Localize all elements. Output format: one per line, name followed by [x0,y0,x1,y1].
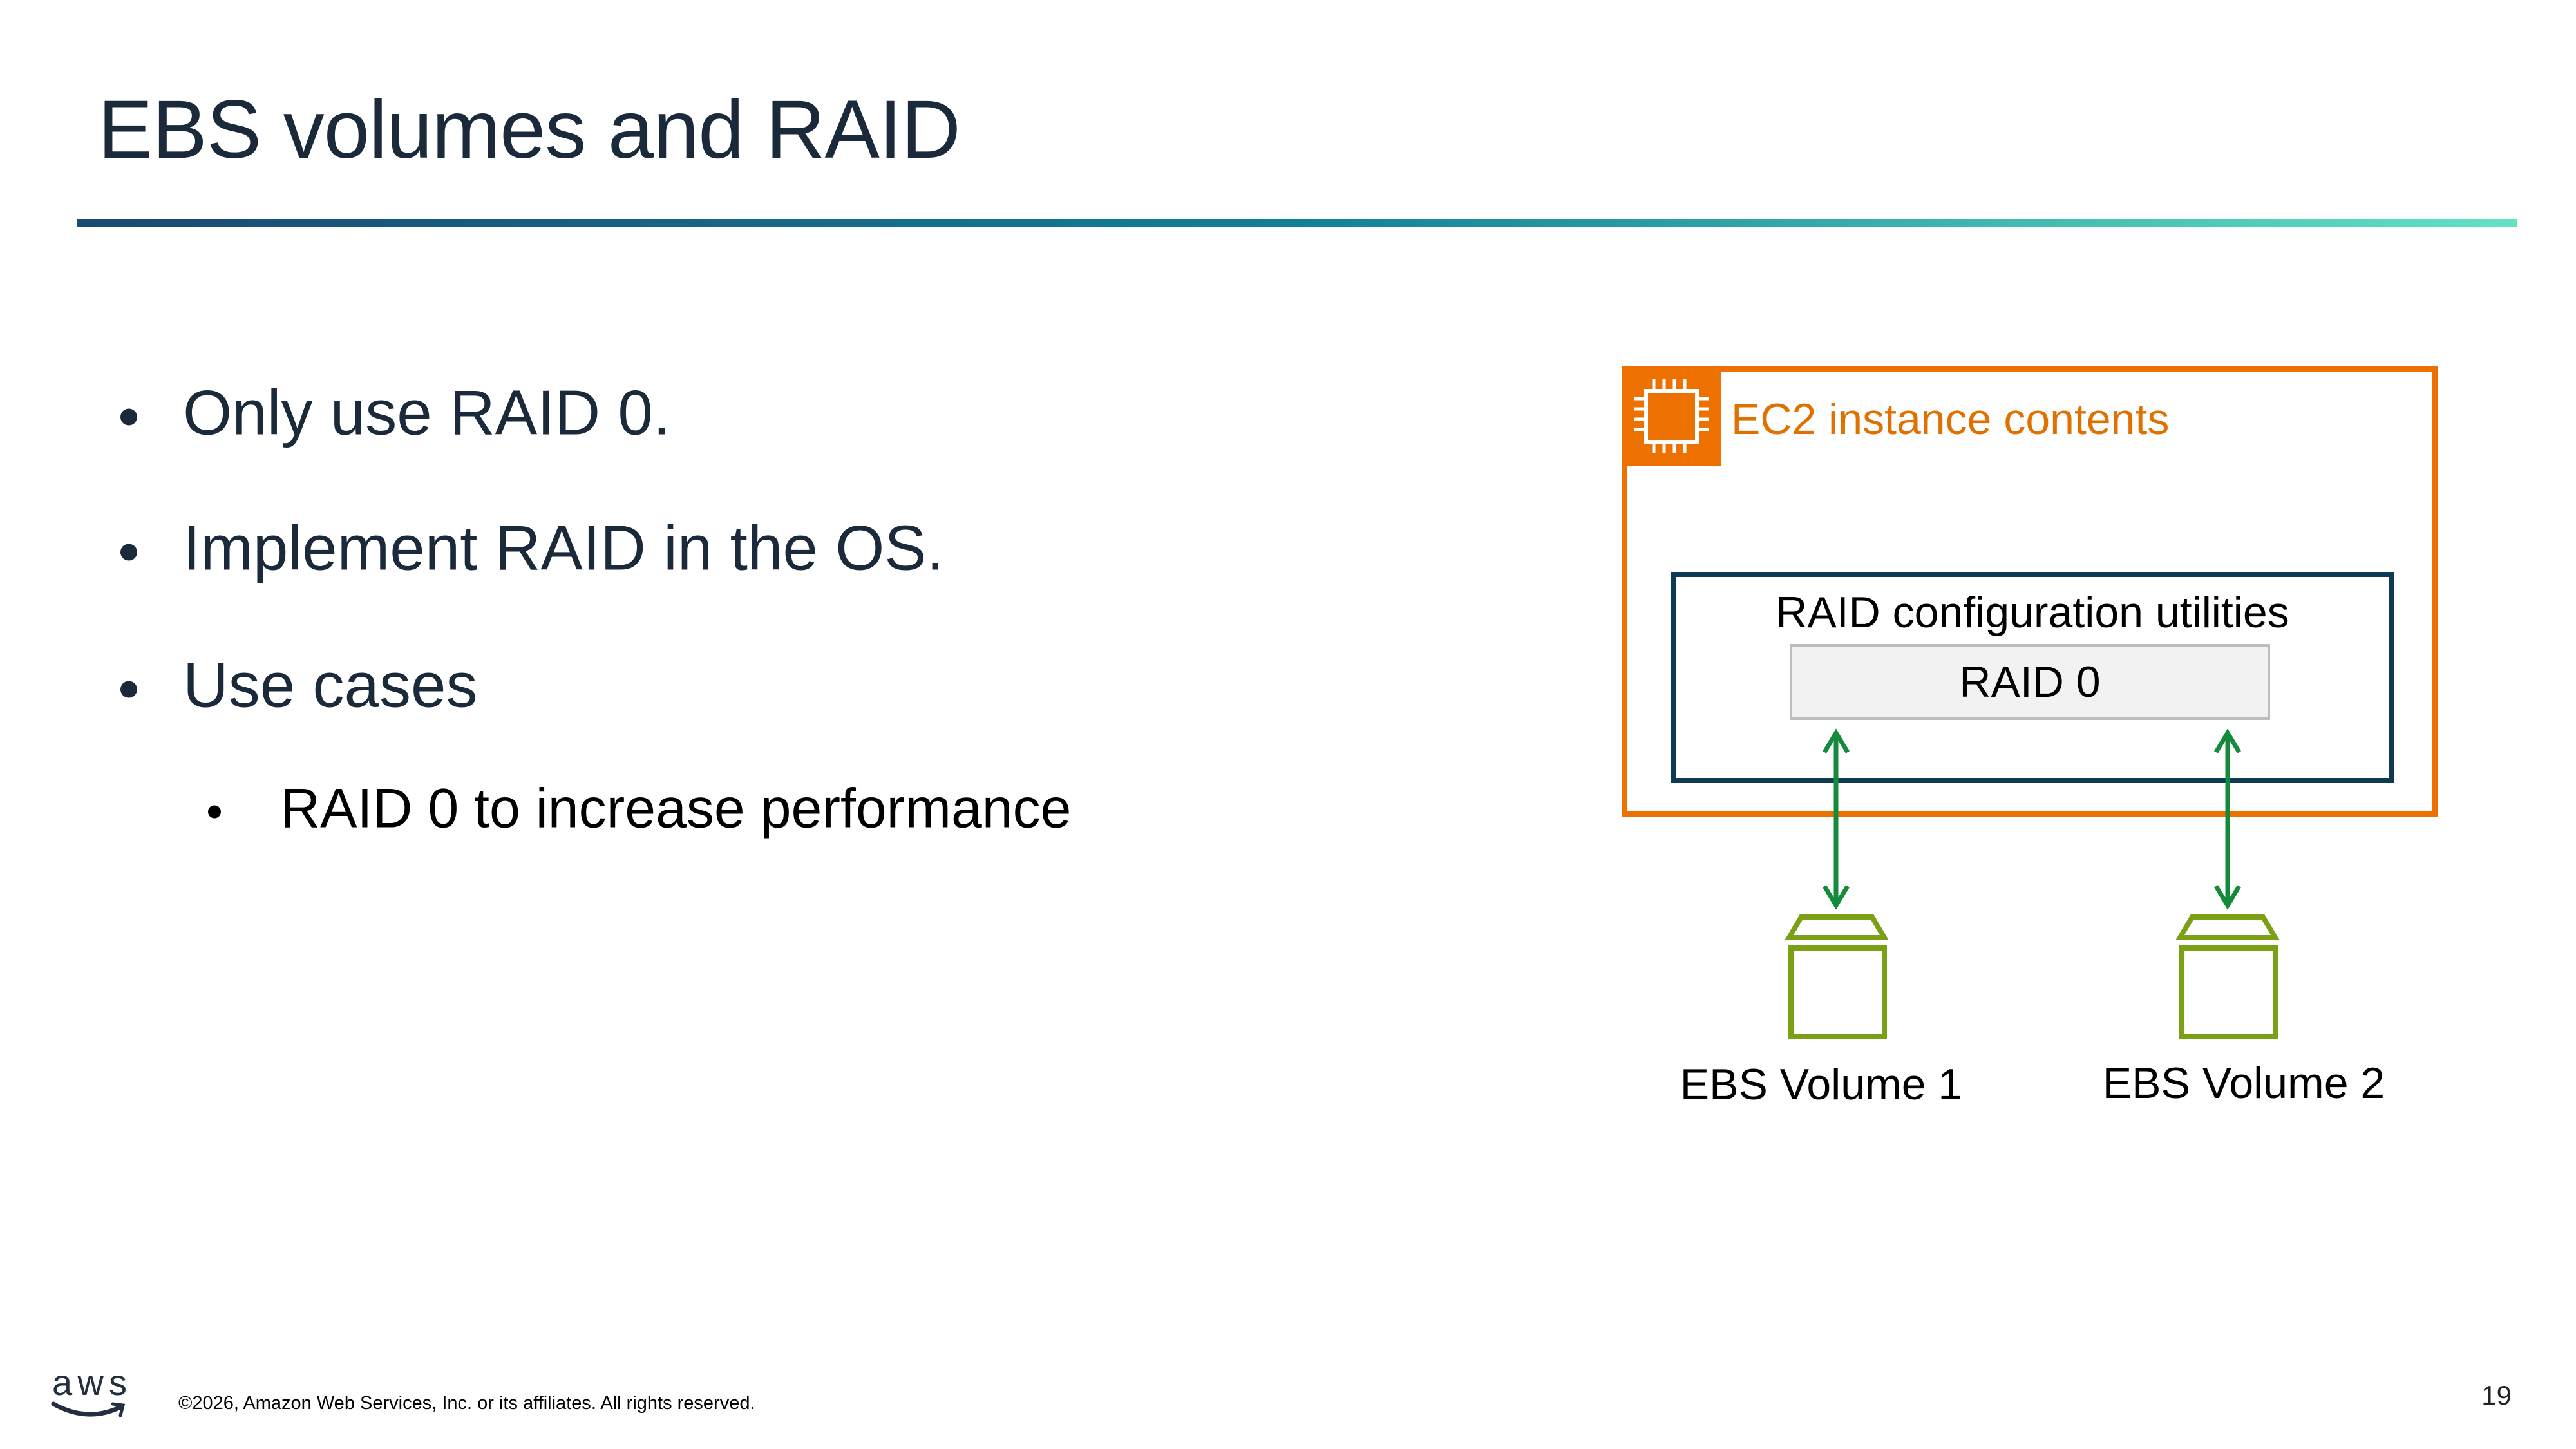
ebs-volume-icon [2175,914,2280,1039]
copyright-text: ©2026, Amazon Web Services, Inc. or its … [178,1393,755,1414]
bullet-dot [120,681,137,698]
bullet-text: Implement RAID in the OS. [183,512,944,583]
bullet-dot [208,805,221,819]
aws-logo: aws [50,1362,133,1422]
raid-0-box: RAID 0 [1790,644,2270,720]
bullet-text: RAID 0 to increase performance [280,777,1072,840]
raid-utilities-label: RAID configuration utilities [1776,588,2289,637]
bidirectional-arrow-1 [1822,728,1850,910]
bullet-dot [120,408,137,426]
bullet-text: Only use RAID 0. [183,377,671,448]
slide-title: EBS volumes and RAID [98,84,961,176]
bullet-item: Implement RAID in the OS. [120,512,944,585]
bullet-dot [120,544,137,561]
ebs-volume-2-label: EBS Volume 2 [2102,1059,2385,1108]
ec2-instance-group [1622,366,2438,817]
ec2-group-label: EC2 instance contents [1731,395,2170,444]
svg-text:aws: aws [52,1364,127,1403]
raid-utilities-box [1671,572,2394,783]
ebs-volume-icon [1784,914,1889,1039]
bullet-item-sub: RAID 0 to increase performance [208,777,1071,841]
ebs-volume-1-label: EBS Volume 1 [1680,1060,1963,1109]
ec2-chip-icon [1622,366,1721,466]
title-divider [77,219,2517,227]
bullet-item: Only use RAID 0. [120,377,670,450]
bullet-text: Use cases [183,649,478,721]
page-number: 19 [2481,1380,2512,1410]
bullet-item: Use cases [120,649,478,722]
bidirectional-arrow-2 [2213,728,2242,910]
raid-0-label: RAID 0 [1959,658,2101,706]
